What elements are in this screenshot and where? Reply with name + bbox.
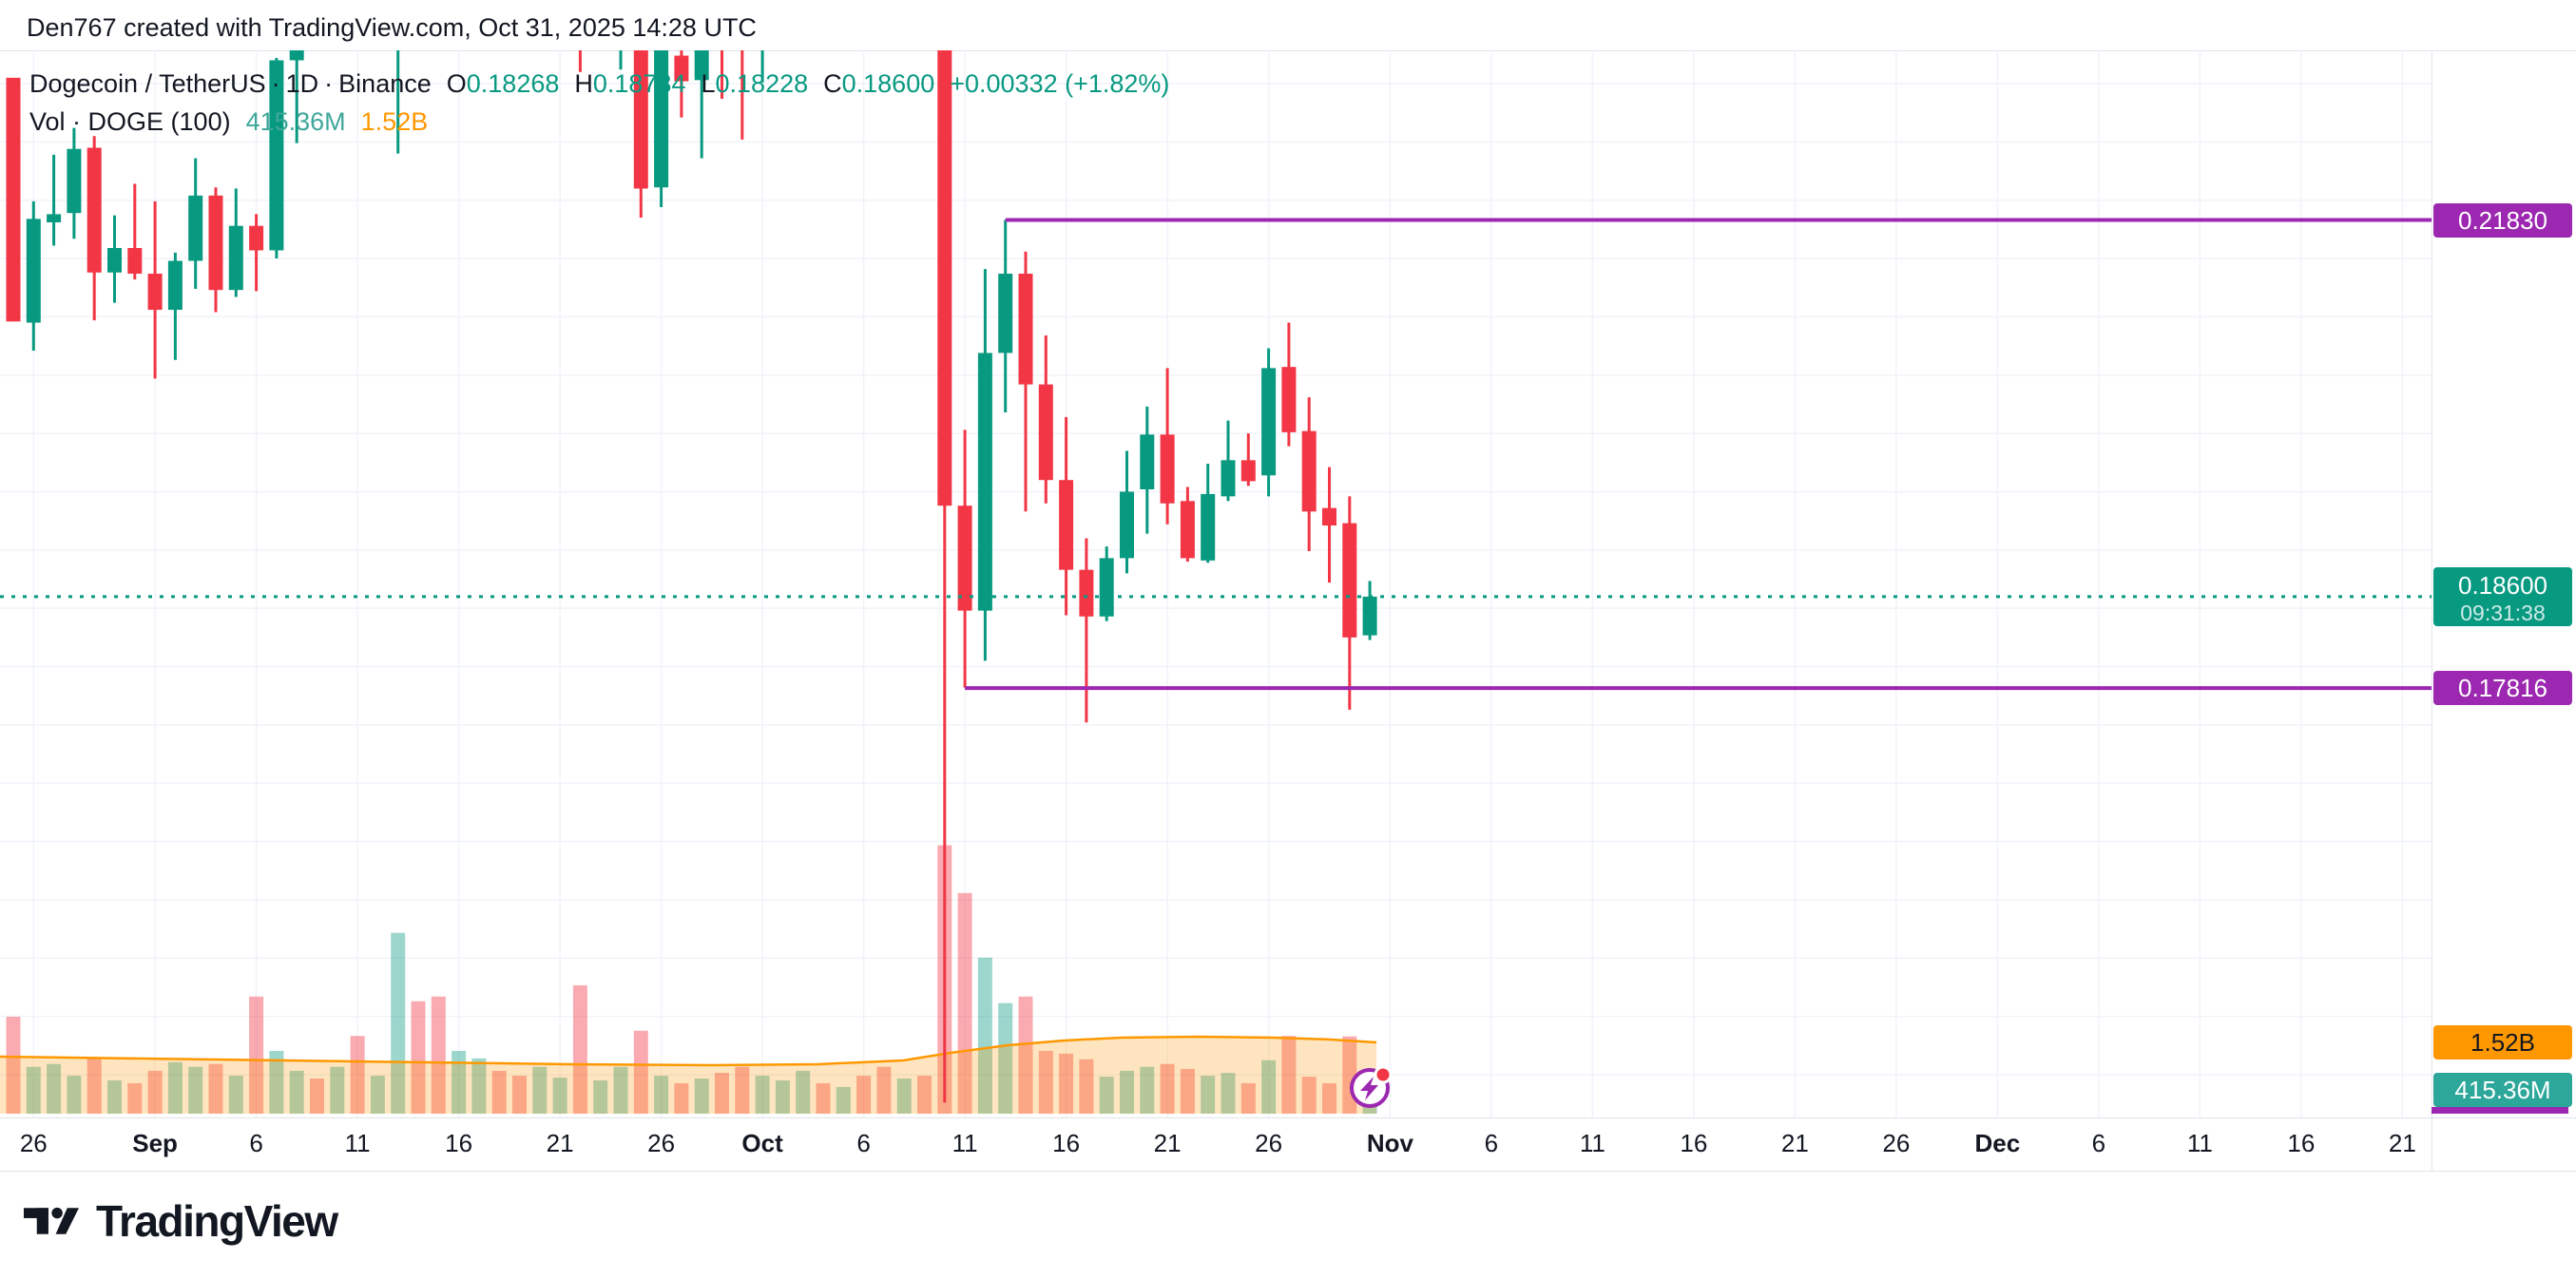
last-price-label[interactable]: 0.18600 09:31:38: [2433, 567, 2572, 626]
time-tick-label: 6: [2091, 1129, 2106, 1157]
time-axis[interactable]: 26 Sep 6 11 16 21 26 Oct 6 11 16 21 26 Nov 6 11 16 21 26 De…: [0, 1117, 2432, 1171]
time-tick-label: 26: [647, 1129, 676, 1157]
bar-countdown: 09:31:38: [2460, 601, 2546, 625]
open-value: 0.18268: [466, 68, 560, 98]
time-tick-label: 16: [1680, 1129, 1708, 1157]
volume-indicator-title: Vol · DOGE (100): [29, 106, 231, 136]
time-tick-label: 21: [1780, 1129, 1809, 1157]
lightning-badge-icon: [1350, 1065, 1393, 1108]
time-tick-label: Sep: [132, 1129, 178, 1157]
time-tick-label: 26: [19, 1129, 48, 1157]
time-tick-label: 11: [1579, 1129, 1605, 1157]
time-tick-label: Nov: [1366, 1129, 1413, 1157]
time-tick-label: Oct: [741, 1129, 783, 1157]
symbol-title: Dogecoin / TetherUS: [29, 68, 266, 98]
exchange-label: Binance: [338, 68, 432, 98]
interval-label: 1D: [285, 68, 319, 98]
time-tick-label: 16: [2287, 1129, 2316, 1157]
ray-high-price-label[interactable]: 0.21830: [2433, 203, 2572, 238]
tradingview-logo-text: TradingView: [96, 1196, 338, 1246]
plot-bottom-border: [0, 1117, 2576, 1118]
tradingview-logo[interactable]: TradingView: [24, 1195, 338, 1247]
low-value: 0.18228: [715, 68, 809, 98]
last-price-value: 0.18600: [2458, 571, 2547, 600]
time-tick-label: 11: [2186, 1129, 2213, 1157]
time-tick-label: 26: [1255, 1129, 1283, 1157]
time-tick-label: 21: [546, 1129, 574, 1157]
legend-symbol-row[interactable]: Dogecoin / TetherUS · 1D · Binance O 0.1…: [29, 68, 1170, 98]
axis-purple-bar: [2432, 1107, 2568, 1114]
idea-badge[interactable]: [1349, 1065, 1393, 1110]
time-tick-label: 6: [1484, 1129, 1499, 1157]
time-tick-label: 16: [445, 1129, 473, 1157]
time-tick-label: 21: [1153, 1129, 1182, 1157]
volume-value: 415.36M: [245, 106, 346, 136]
volume-ma-value: 1.52B: [360, 106, 429, 136]
time-tick-label: Dec: [1974, 1129, 2021, 1157]
chart-credit-text: Den767 created with TradingView.com, Oct…: [27, 13, 757, 42]
legend: Dogecoin / TetherUS · 1D · Binance O 0.1…: [29, 65, 1169, 141]
tradingview-logo-icon: [24, 1207, 79, 1234]
time-tick-label: 21: [2388, 1129, 2416, 1157]
footer-separator: [0, 1171, 2576, 1172]
time-tick-label: 11: [952, 1129, 978, 1157]
time-tick-label: 16: [1052, 1129, 1081, 1157]
time-tick-label: 6: [249, 1129, 263, 1157]
high-value: 0.18734: [592, 68, 686, 98]
change-value: +0.00332 (+1.82%): [950, 68, 1170, 98]
time-tick-label: 11: [344, 1129, 371, 1157]
volume-axis-label[interactable]: 415.36M: [2433, 1073, 2572, 1107]
plot-top-border: [0, 50, 2576, 51]
close-value: 0.18600: [841, 68, 935, 98]
legend-volume-row[interactable]: Vol · DOGE (100) 415.36M 1.52B: [29, 103, 1169, 141]
volume-ma-axis-label[interactable]: 1.52B: [2433, 1025, 2572, 1059]
time-tick-label: 6: [856, 1129, 871, 1157]
ray-low-price-label[interactable]: 0.17816: [2433, 671, 2572, 705]
time-tick-label: 26: [1882, 1129, 1911, 1157]
